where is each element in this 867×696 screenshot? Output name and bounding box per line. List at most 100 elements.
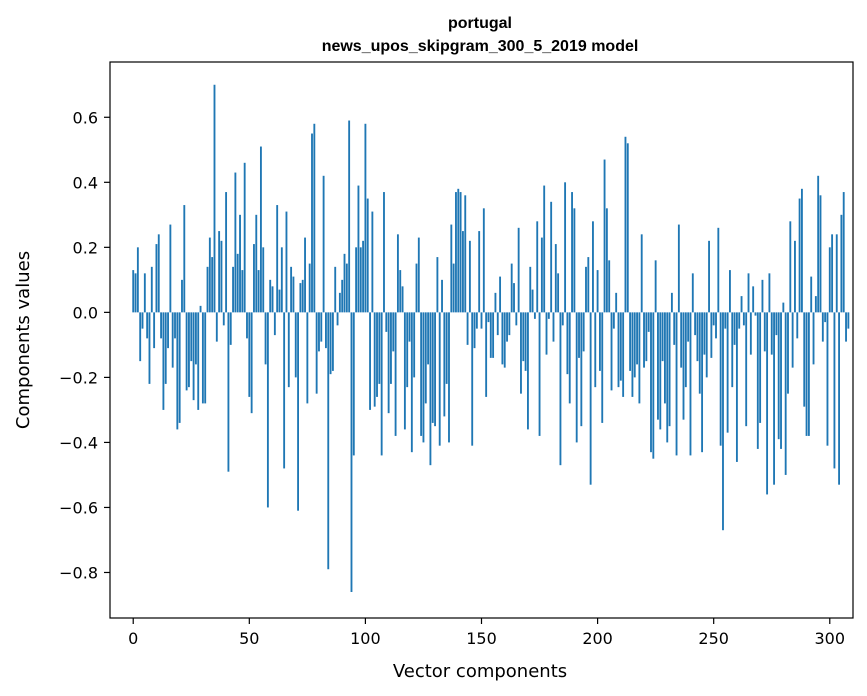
bar-277	[775, 312, 778, 336]
bar-0	[132, 270, 135, 313]
bar-96	[355, 247, 358, 313]
bar-259	[733, 312, 736, 345]
bar-42	[229, 312, 232, 345]
bar-253	[719, 312, 722, 446]
bar-183	[557, 273, 560, 313]
bar-124	[420, 312, 423, 436]
bar-9	[153, 312, 156, 349]
bars-group	[132, 84, 850, 592]
bar-39	[222, 312, 225, 326]
bar-154	[489, 312, 492, 358]
bar-170	[527, 312, 529, 430]
bar-10	[155, 244, 158, 313]
bar-241	[691, 273, 694, 313]
bar-174	[536, 221, 539, 313]
bar-308	[847, 312, 850, 329]
bar-67	[287, 312, 290, 388]
y-tick-label-0: −0.8	[59, 563, 98, 582]
bar-286	[796, 312, 799, 339]
bar-194	[582, 312, 585, 352]
bar-256	[726, 312, 729, 433]
bar-99	[362, 240, 365, 313]
bar-14	[164, 312, 167, 384]
bar-270	[759, 312, 762, 423]
bar-233	[673, 312, 676, 345]
bar-214	[629, 312, 632, 371]
y-axis: −0.8 −0.6 −0.4 −0.2 0.0 0.2 0.4 0.6	[59, 108, 110, 582]
bar-151	[482, 208, 485, 313]
bar-156	[494, 292, 497, 313]
bar-36	[215, 312, 218, 342]
bar-301	[831, 234, 834, 313]
bar-303	[835, 234, 838, 313]
bar-307	[845, 312, 847, 342]
bar-198	[592, 221, 594, 313]
bar-17	[171, 312, 174, 368]
bar-86	[331, 312, 334, 371]
bar-298	[824, 312, 827, 323]
bar-123	[417, 237, 420, 313]
bar-5	[143, 273, 146, 313]
y-tick-label-5: 0.2	[73, 238, 98, 257]
bar-56	[262, 247, 265, 313]
bar-290	[805, 312, 808, 436]
bar-235	[677, 224, 680, 313]
bar-21	[181, 279, 183, 313]
bar-3	[139, 312, 142, 362]
bar-93	[348, 120, 351, 313]
bar-106	[378, 312, 381, 384]
bar-32	[206, 266, 209, 313]
bar-187	[566, 312, 569, 375]
bar-289	[803, 312, 806, 407]
bar-126	[424, 312, 427, 404]
bar-137	[450, 224, 453, 313]
x-tick-label-200: 200	[582, 629, 613, 648]
bar-247	[705, 312, 708, 378]
chart-title: portugal	[448, 15, 512, 32]
bar-50	[248, 312, 251, 397]
bar-58	[266, 312, 269, 508]
bar-210	[619, 312, 622, 381]
bar-49	[246, 312, 248, 339]
bar-117	[403, 312, 406, 430]
bar-140	[457, 188, 460, 313]
bar-145	[468, 240, 471, 313]
bar-116	[401, 286, 404, 313]
bar-65	[283, 312, 286, 469]
bar-250	[712, 312, 715, 326]
bar-258	[731, 312, 734, 388]
bar-269	[756, 312, 759, 449]
bar-81	[320, 312, 323, 342]
bar-87	[334, 266, 337, 313]
x-tick-label-150: 150	[466, 629, 497, 648]
bar-255	[724, 312, 727, 329]
bar-192	[578, 312, 580, 358]
bar-128	[429, 312, 432, 466]
bar-240	[689, 312, 692, 456]
bar-143	[464, 195, 467, 313]
bar-231	[668, 312, 671, 427]
bar-234	[675, 312, 678, 456]
bar-148	[475, 312, 478, 329]
bar-302	[833, 312, 836, 469]
bar-103	[371, 211, 374, 313]
bar-209	[617, 312, 620, 388]
bar-212	[624, 136, 627, 313]
bar-141	[459, 192, 462, 313]
bar-227	[659, 312, 662, 430]
bar-72	[299, 283, 302, 313]
bar-238	[684, 312, 687, 388]
bar-254	[722, 312, 724, 531]
x-tick-label-50: 50	[239, 629, 259, 648]
bar-271	[761, 279, 764, 313]
bar-252	[717, 227, 720, 313]
bar-273	[766, 312, 769, 495]
bar-276	[773, 312, 775, 485]
bar-169	[524, 312, 527, 371]
bar-22	[183, 205, 186, 313]
bar-246	[703, 312, 706, 355]
bar-184	[559, 312, 562, 466]
bar-160	[503, 312, 506, 368]
bar-211	[622, 312, 625, 397]
bar-108	[383, 192, 385, 313]
